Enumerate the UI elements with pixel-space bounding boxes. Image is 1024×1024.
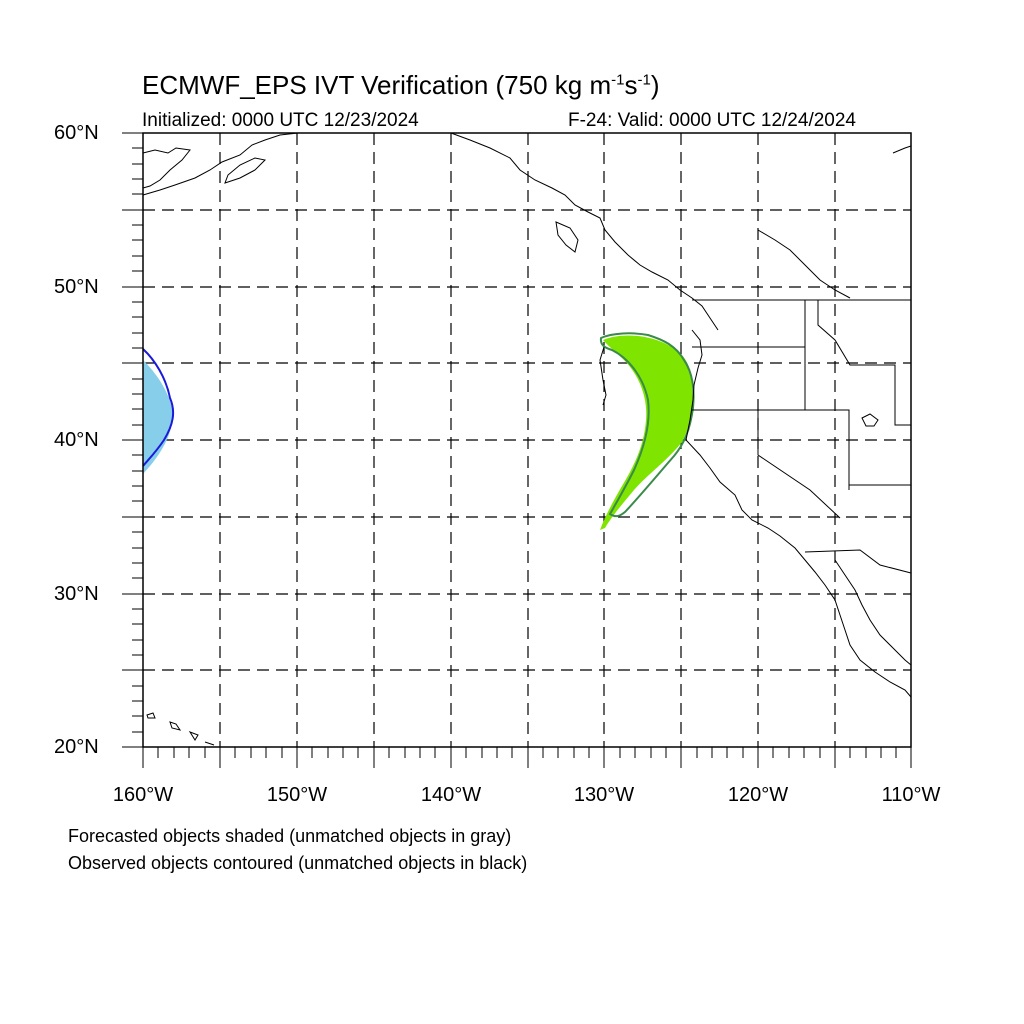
legend-note-observed: Observed objects contoured (unmatched ob… <box>68 853 528 873</box>
observed-contour-coast <box>599 332 695 518</box>
observed-contour-west <box>142 348 175 467</box>
axis-ticks <box>122 132 912 768</box>
lon-label-120w: 120°W <box>727 784 789 806</box>
coastlines <box>142 132 912 746</box>
lon-label-150w: 150°W <box>266 784 328 806</box>
gridlines <box>143 133 911 747</box>
lon-label-140w: 140°W <box>420 784 482 806</box>
lat-label-60n: 60°N <box>54 122 99 144</box>
lon-label-130w: 130°W <box>573 784 635 806</box>
lat-label-30n: 30°N <box>54 583 99 605</box>
valid-time: F-24: Valid: 0000 UTC 12/24/2024 <box>568 110 856 131</box>
lon-label-160w: 160°W <box>112 784 174 806</box>
map-title: ECMWF_EPS IVT Verification (750 kg m-1s-… <box>142 70 660 100</box>
lon-label-110w: 110°W <box>881 784 941 806</box>
initialized-time: Initialized: 0000 UTC 12/23/2024 <box>142 110 419 131</box>
lat-label-50n: 50°N <box>54 276 99 298</box>
forecast-object-west <box>143 360 173 474</box>
map-frame <box>142 132 912 748</box>
lat-label-40n: 40°N <box>54 429 99 451</box>
legend-note-forecast: Forecasted objects shaded (unmatched obj… <box>68 826 512 846</box>
lat-label-20n: 20°N <box>54 736 99 758</box>
